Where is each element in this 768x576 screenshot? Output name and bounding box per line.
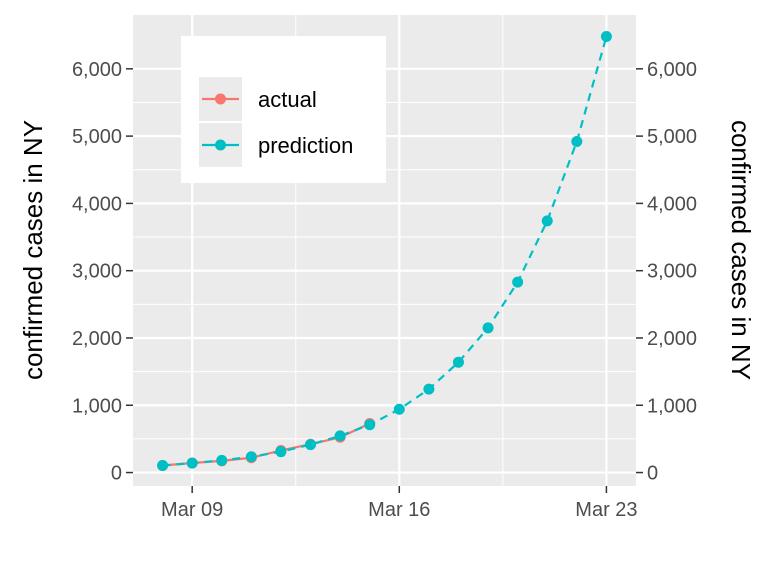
data-point-prediction: [186, 457, 198, 469]
data-point-prediction: [482, 322, 494, 334]
x-tick-label: Mar 23: [575, 499, 637, 521]
data-point-prediction: [423, 383, 435, 395]
data-point-prediction: [275, 446, 287, 458]
axis-left: 0 1,000 2,000 3,000 4,000 5,000 6,000: [72, 59, 133, 485]
series-line-prediction: [162, 36, 608, 467]
y-tick-label-left: 3,000: [72, 261, 122, 283]
y-axis-title-left: confirmed cases in NY: [18, 120, 48, 380]
data-point-prediction: [157, 459, 169, 471]
data-point-prediction: [512, 276, 524, 288]
data-point-prediction: [334, 430, 346, 442]
y-tick-label-left: 0: [111, 463, 122, 485]
data-point-prediction: [216, 454, 228, 466]
y-tick-label-right: 4,000: [647, 193, 697, 215]
y-tick-label-right: 2,000: [647, 328, 697, 350]
legend: actual prediction: [181, 36, 386, 183]
series-layer: [157, 31, 612, 471]
x-tick-label: Mar 16: [368, 499, 430, 521]
data-point-prediction: [364, 419, 376, 431]
x-tick-label: Mar 09: [161, 499, 223, 521]
data-point-prediction: [393, 403, 405, 415]
y-tick-label-left: 5,000: [72, 126, 122, 148]
legend-label-prediction: prediction: [258, 133, 353, 158]
legend-key-point-actual: [215, 93, 226, 105]
legend-label-actual: actual: [258, 87, 317, 112]
y-tick-label-left: 1,000: [72, 395, 122, 417]
y-tick-label-left: 6,000: [72, 59, 122, 81]
y-tick-label-right: 1,000: [647, 395, 697, 417]
y-axis-title-right: confirmed cases in NY: [726, 120, 756, 380]
y-tick-label-left: 4,000: [72, 193, 122, 215]
y-tick-label-left: 2,000: [72, 328, 122, 350]
data-point-prediction: [305, 439, 317, 451]
data-point-prediction: [245, 451, 257, 463]
legend-key-point-prediction: [215, 139, 226, 151]
data-point-prediction: [571, 135, 583, 147]
data-point-prediction: [452, 356, 464, 368]
data-point-prediction: [600, 31, 612, 43]
y-tick-label-right: 6,000: [647, 59, 697, 81]
y-tick-label-right: 0: [647, 463, 658, 485]
y-tick-label-right: 5,000: [647, 126, 697, 148]
y-tick-label-right: 3,000: [647, 261, 697, 283]
axis-right: 0 1,000 2,000 3,000 4,000 5,000 6,000: [636, 59, 697, 485]
axis-bottom: Mar 09 Mar 16 Mar 23: [161, 486, 638, 521]
data-point-prediction: [541, 215, 553, 227]
